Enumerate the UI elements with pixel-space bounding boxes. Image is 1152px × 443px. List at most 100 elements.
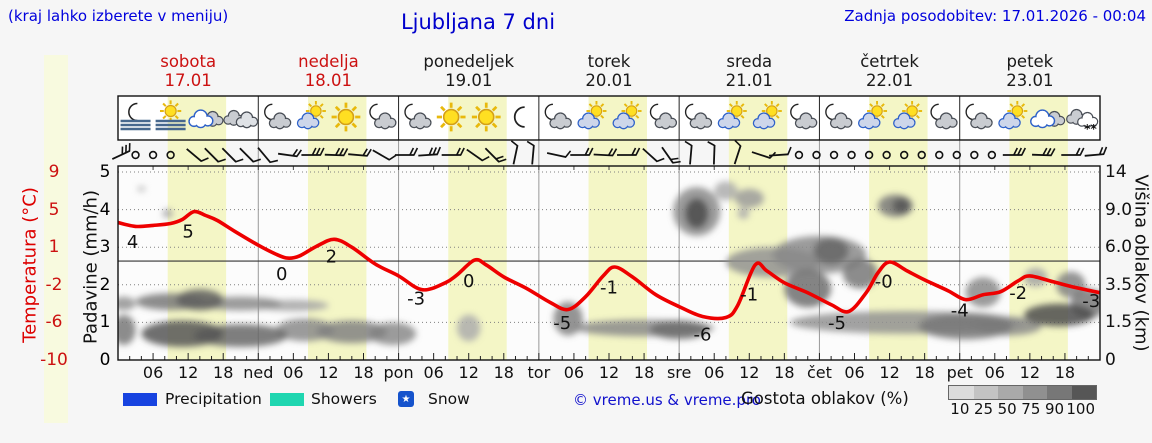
cloud-glyph [654, 112, 678, 130]
calm-wind-icon [166, 150, 175, 160]
weather-icon-moon [513, 106, 525, 128]
cloud-blob [141, 320, 224, 347]
temp-value-label: -1 [600, 277, 618, 298]
cloud-glyph [235, 111, 259, 129]
cloud-blob [316, 320, 387, 344]
wind-barb-icon [617, 147, 641, 156]
weather-icon-moon-cloud [649, 103, 678, 130]
weather-icon-sun-cloud [752, 100, 782, 130]
cloud-glyph [998, 112, 1021, 130]
weather-icon-sun [471, 102, 501, 132]
wind-barb-icon [204, 147, 226, 163]
temp-value-label: 2 [326, 246, 337, 267]
density-shade-cell [973, 386, 998, 399]
snow-star-icon: ★ [401, 393, 411, 405]
density-tick-label: 100 [1066, 400, 1095, 418]
page-title: Ljubljana 7 dni [400, 10, 556, 34]
cloud-blob [842, 258, 878, 289]
density-shade-cell [1047, 386, 1072, 399]
calm-wind-icon [899, 150, 909, 160]
wind-barb-icon [301, 147, 325, 156]
cloud-glyph [970, 112, 993, 130]
wind-barb-icon [372, 149, 397, 161]
calm-wind-icon [970, 150, 979, 160]
cloud-blob [892, 198, 911, 214]
cloud-blob [965, 277, 1001, 308]
snow-legend-label: Snow [428, 390, 470, 408]
cloud-glyph [1030, 109, 1056, 129]
temp-value-label: -0 [875, 271, 893, 292]
calm-wind-icon [829, 150, 839, 160]
weather-icon-sun-cloud [612, 100, 642, 130]
density-tick-label: 50 [997, 400, 1017, 418]
wind-barb-icon [546, 150, 572, 158]
wind-barb-icon [642, 147, 665, 163]
density-shade-cell [998, 386, 1023, 399]
cloud-blob [118, 296, 136, 311]
cloud-blob [737, 207, 750, 219]
cloud-glyph [549, 112, 572, 130]
weather-icon-moon-cloud [965, 103, 993, 130]
weather-icon-moon-cloud [684, 103, 713, 130]
cloud-blob [918, 313, 1013, 340]
weather-icon-fog-moon [120, 102, 151, 131]
calm-wind-icon [882, 150, 891, 160]
density-tick-label: 10 [950, 400, 970, 418]
cloud-glyph [188, 109, 214, 129]
calm-wind-icon [917, 150, 926, 160]
weather-icon-sun [436, 102, 466, 132]
copyright-link[interactable]: © vreme.us & vreme.pro [573, 391, 761, 409]
showers-legend-label: Showers [311, 390, 377, 408]
moon-glyph [513, 106, 525, 128]
sun-glyph [761, 100, 782, 122]
cloud-blob [1024, 303, 1095, 327]
cloud-blob [137, 186, 146, 192]
cloud-density-scale-numbers: 10 25 50 75 90 100 [948, 400, 1095, 418]
weather-icon-sun [331, 102, 361, 132]
cloud-blob [813, 237, 849, 265]
last-update-text: Zadnja posodobitev: 17.01.2026 - 00:04 [844, 7, 1146, 25]
wind-barb-icon [394, 147, 419, 156]
weather-icon-moon-cloud [825, 103, 853, 130]
calm-wind-icon [847, 150, 856, 160]
cloud-density-legend-label: Gostota oblakov (%) [741, 389, 909, 408]
cloud-glyph [1077, 111, 1099, 128]
density-tick-label: 25 [973, 400, 994, 418]
wind-barb-icon [707, 141, 716, 165]
wind-barb-icon [221, 147, 244, 163]
cloud-glyph [612, 112, 636, 130]
weather-icon-overcast [1030, 109, 1066, 129]
wind-barb-icon [466, 148, 490, 162]
weather-icon-moon-cloud [369, 103, 397, 130]
sun-glyph [471, 102, 501, 132]
cloud-blob [649, 320, 709, 340]
wind-barb-icon [1032, 147, 1056, 157]
temperature-curve [118, 209, 1100, 321]
cloud-glyph [752, 112, 776, 130]
icon-strip-frame [117, 95, 1101, 141]
cloud-glyph [893, 112, 916, 130]
weather-icon-sun-cloud [998, 100, 1028, 130]
cloud-glyph [223, 109, 245, 126]
cloud-glyph [409, 112, 432, 130]
cloud-layer [118, 181, 1100, 347]
cloud-glyph [296, 112, 320, 130]
sun-glyph [726, 100, 747, 122]
cloud-glyph [935, 112, 958, 130]
density-shade-cell [1071, 386, 1096, 399]
cloud-blob [162, 208, 173, 218]
cloud-glyph [689, 112, 713, 130]
wind-barb-icon [348, 148, 372, 157]
wind-barb-icon [510, 140, 519, 165]
weather-icon-overcast [188, 109, 224, 129]
wind-barb-icon [1084, 146, 1108, 157]
wind-barb-icon [111, 143, 131, 160]
wind-barb-icon [441, 147, 465, 156]
temp-value-label: -5 [828, 313, 846, 334]
wind-barb-icon [418, 146, 442, 157]
temp-value-label: 0 [463, 271, 474, 292]
weather-icon-moon-cloud [790, 103, 818, 130]
daylight-band [167, 96, 227, 360]
temp-value-label: -3 [407, 288, 425, 309]
